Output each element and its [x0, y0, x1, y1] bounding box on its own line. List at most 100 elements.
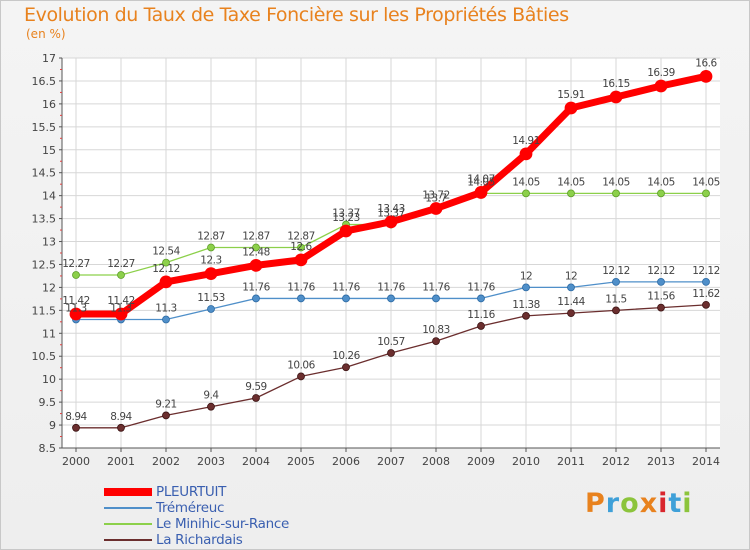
- y-tick-label: 16.5: [32, 75, 57, 88]
- data-label-minihic: 14.05: [692, 176, 720, 188]
- x-tick-label: 2001: [107, 455, 135, 468]
- data-label-richardais: 9.59: [245, 381, 266, 393]
- data-point-richardais: [252, 394, 260, 402]
- data-point-tremereuc: [477, 294, 485, 303]
- data-point-pleurtuit: [204, 267, 218, 281]
- proxiti-logo: Proxiti: [585, 488, 693, 519]
- y-tick-label: 9: [49, 419, 56, 432]
- legend-swatch-tremereuc: [104, 507, 152, 509]
- y-tick-label: 10.5: [32, 350, 57, 363]
- data-label-pleurtuit: 16.39: [647, 67, 675, 79]
- logo-letter: t: [668, 488, 683, 519]
- x-tick-label: 2007: [377, 455, 405, 468]
- data-point-pleurtuit: [474, 186, 488, 199]
- legend-item-minihic: Le Minihic-sur-Rance: [104, 516, 289, 532]
- data-label-tremereuc: 11.76: [287, 281, 315, 293]
- data-label-pleurtuit: 12.6: [290, 241, 312, 253]
- data-point-minihic: [162, 258, 170, 267]
- data-label-minihic: 14.05: [557, 176, 585, 188]
- data-point-richardais: [432, 337, 440, 345]
- data-label-pleurtuit: 12.3: [200, 255, 221, 267]
- data-label-richardais: 11.5: [605, 293, 626, 305]
- data-label-tremereuc: 12.12: [692, 265, 720, 277]
- y-tick-label: 12.5: [32, 258, 57, 271]
- x-tick-label: 2006: [332, 455, 360, 468]
- data-label-richardais: 11.44: [557, 296, 585, 308]
- data-label-pleurtuit: 11.42: [62, 295, 90, 307]
- data-label-minihic: 12.27: [107, 258, 135, 270]
- data-label-tremereuc: 12.12: [602, 265, 630, 277]
- data-point-minihic: [657, 189, 665, 198]
- legend-label-pleurtuit: PLEURTUIT: [156, 484, 227, 500]
- data-point-pleurtuit: [429, 202, 443, 215]
- x-tick-label: 2004: [242, 455, 270, 468]
- y-tick-label: 15.5: [32, 121, 57, 134]
- data-point-richardais: [342, 363, 350, 372]
- data-point-tremereuc: [207, 305, 215, 313]
- data-label-richardais: 9.4: [203, 390, 219, 402]
- data-point-tremereuc: [567, 283, 575, 292]
- data-point-pleurtuit: [69, 307, 83, 321]
- data-point-tremereuc: [252, 294, 260, 303]
- data-label-richardais: 10.06: [287, 359, 315, 371]
- data-point-pleurtuit: [609, 90, 623, 104]
- data-point-minihic: [702, 189, 710, 198]
- x-tick-label: 2010: [512, 455, 540, 468]
- data-label-richardais: 11.16: [467, 309, 495, 321]
- data-label-tremereuc: 11.76: [467, 281, 495, 293]
- legend-swatch-pleurtuit: [104, 488, 152, 496]
- data-label-minihic: 12.27: [62, 258, 90, 270]
- data-label-richardais: 9.21: [155, 398, 176, 410]
- data-label-richardais: 10.57: [377, 336, 405, 348]
- data-label-minihic: 12.87: [197, 230, 225, 242]
- data-point-pleurtuit: [114, 307, 128, 321]
- data-point-pleurtuit: [384, 215, 398, 229]
- y-tick-label: 13: [42, 236, 56, 249]
- data-label-minihic: 13.37: [332, 208, 360, 220]
- legend-label-richardais: La Richardais: [156, 532, 243, 548]
- legend-swatch-richardais: [104, 539, 152, 541]
- legend-item-pleurtuit: PLEURTUIT: [104, 484, 226, 500]
- data-point-richardais: [477, 322, 485, 330]
- data-label-tremereuc: 12: [565, 270, 577, 282]
- data-label-minihic: 12.87: [242, 230, 270, 242]
- data-label-tremereuc: 11.3: [65, 303, 86, 315]
- data-label-minihic: 14.05: [602, 176, 630, 188]
- data-point-richardais: [387, 349, 395, 357]
- data-point-tremereuc: [432, 294, 440, 303]
- legend-item-richardais: La Richardais: [104, 532, 243, 548]
- data-point-richardais: [657, 303, 665, 312]
- data-point-richardais: [522, 311, 530, 320]
- y-tick-label: 9.5: [39, 396, 57, 409]
- data-label-pleurtuit: 14.07: [467, 173, 495, 185]
- data-label-richardais: 11.38: [512, 299, 540, 311]
- y-tick-label: 17: [42, 52, 56, 65]
- data-label-richardais: 10.83: [422, 324, 450, 336]
- logo-letter: i: [658, 488, 669, 519]
- data-label-pleurtuit: 13.72: [422, 189, 450, 201]
- data-label-tremereuc: 12: [520, 270, 532, 282]
- data-label-pleurtuit: 16.6: [695, 57, 717, 69]
- x-tick-label: 2002: [152, 455, 180, 468]
- y-tick-label: 14.5: [32, 167, 57, 180]
- data-point-pleurtuit: [654, 79, 668, 93]
- data-point-richardais: [207, 402, 215, 411]
- legend-item-tremereuc: Tréméreuc: [104, 500, 224, 516]
- legend-label-minihic: Le Minihic-sur-Rance: [156, 516, 289, 532]
- data-point-tremereuc: [612, 278, 620, 286]
- data-label-minihic: 14.05: [512, 176, 540, 188]
- data-point-richardais: [162, 411, 170, 420]
- y-tick-label: 11.5: [32, 304, 57, 317]
- data-point-tremereuc: [387, 294, 395, 303]
- logo-letter: i: [682, 488, 693, 519]
- data-label-pleurtuit: 15.91: [557, 89, 585, 101]
- legend-swatch-minihic: [104, 523, 152, 525]
- data-label-pleurtuit: 13.23: [332, 212, 360, 224]
- y-tick-label: 13.5: [32, 213, 57, 226]
- chart-title: Evolution du Taux de Taxe Foncière sur l…: [24, 4, 569, 26]
- y-tick-label: 8.5: [39, 442, 57, 455]
- data-label-richardais: 10.26: [332, 350, 360, 362]
- y-tick-label: 12: [42, 281, 56, 294]
- data-point-minihic: [567, 189, 575, 198]
